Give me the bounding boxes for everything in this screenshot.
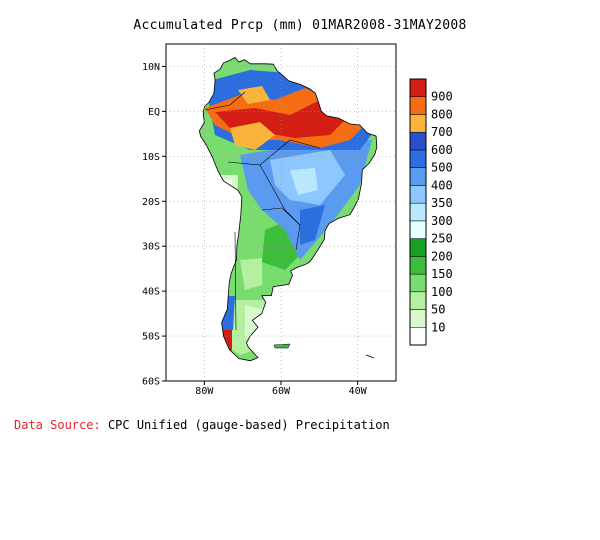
coastline [198,56,378,362]
legend-swatch [409,273,427,293]
legend-level-label: 400 [431,178,453,192]
legend-level-label: 600 [431,143,453,157]
lat-tick-label: 40S [142,287,160,298]
lon-tick-label: 40W [349,386,368,397]
precip-band-100b [240,258,262,290]
legend-swatch [409,238,427,257]
legend-level-label: 300 [431,214,453,228]
legend-swatch [409,149,427,168]
legend-level-label: 150 [431,267,453,281]
legend-level-label: 50 [431,303,445,317]
longitude-axis: 80W 60W 40W [195,381,368,397]
precip-field [199,57,377,361]
legend-swatch [409,291,427,310]
lon-tick-label: 80W [195,386,214,397]
precip-band-700 [230,122,275,150]
legend-level-label: 250 [431,232,453,246]
lon-tick-label: 60W [272,386,291,397]
legend-swatch [409,220,427,239]
lat-tick-label: EQ [148,107,160,118]
south-georgia [365,354,375,359]
country-borders [204,91,321,331]
legend-swatch [409,78,427,97]
lat-tick-label: 10S [142,152,160,163]
precip-band-300 [290,168,318,195]
grid-lines [166,44,396,381]
lat-tick-label: 30S [142,242,160,253]
legend-level-label: 800 [431,107,453,121]
legend-level-label: 10 [431,320,445,334]
falkland-islands [273,343,291,349]
data-source: Data Source: CPC Unified (gauge-based) P… [14,418,390,432]
legend-level-label: 700 [431,125,453,139]
legend-level-label: 900 [431,90,453,104]
legend-swatch [409,131,427,151]
legend-level-label: 350 [431,196,453,210]
legend-swatch [409,202,427,222]
precip-band-500 [300,205,325,245]
legend-swatch [409,256,427,275]
latitude-axis: 10N EQ 10S 20S 30S 40S 50S 60S [142,62,166,388]
legend-swatch [409,114,427,133]
legend-level-label: 200 [431,249,453,263]
precip-band-700b [238,86,270,104]
data-source-label: Data Source: [14,418,101,432]
legend-level-label: 500 [431,161,453,175]
legend-frame [409,78,427,346]
lat-tick-label: 60S [142,377,160,388]
lat-tick-label: 50S [142,332,160,343]
lat-tick-label: 20S [142,197,160,208]
legend-swatch [409,327,427,346]
legend-swatch [409,167,427,186]
legend-swatch [409,96,427,115]
legend-level-label: 100 [431,285,453,299]
map-title: Accumulated Prcp (mm) 01MAR2008-31MAY200… [133,18,467,33]
map-content [198,56,378,362]
legend-swatch [409,185,427,204]
data-source-text: CPC Unified (gauge-based) Precipitation [107,418,390,432]
lat-tick-label: 10N [142,62,160,73]
legend-swatch [409,309,427,328]
color-legend: 10 50 100 150 200 250 300 350 400 500 600 700 800 900 [409,78,453,346]
